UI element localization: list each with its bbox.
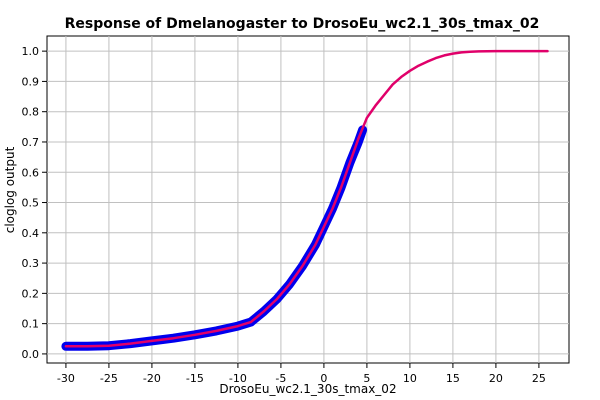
x-axis-label: DrosoEu_wc2.1_30s_tmax_02 bbox=[219, 382, 396, 396]
chart-title: Response of Dmelanogaster to DrosoEu_wc2… bbox=[65, 16, 540, 32]
y-tick-label: 1.0 bbox=[22, 45, 40, 58]
y-tick-label: 0.0 bbox=[22, 348, 40, 361]
y-tick-label: 0.4 bbox=[22, 227, 40, 240]
plot-area bbox=[46, 35, 570, 364]
y-tick-label: 0.5 bbox=[22, 197, 40, 210]
x-tick-label: -20 bbox=[143, 372, 161, 385]
y-tick-label: 0.1 bbox=[22, 318, 40, 331]
x-tick-label: 15 bbox=[446, 372, 460, 385]
y-tick-label: 0.9 bbox=[22, 75, 40, 88]
x-tick-label: 0 bbox=[320, 372, 327, 385]
x-tick-label: 5 bbox=[363, 372, 370, 385]
x-tick-label: 10 bbox=[403, 372, 417, 385]
x-tick-label: -15 bbox=[186, 372, 204, 385]
x-tick-label: 20 bbox=[489, 372, 503, 385]
x-tick-label: 25 bbox=[532, 372, 546, 385]
axis-ticks: -30 -25 -20 -15 -10 -5 0 5 10 15 20 25 0.0 0.1 0.2 0.3 0… bbox=[22, 45, 546, 385]
y-tick-label: 0.2 bbox=[22, 287, 40, 300]
y-tick-label: 0.3 bbox=[22, 257, 40, 270]
y-axis-label: cloglog output bbox=[3, 146, 17, 233]
y-tick-label: 0.6 bbox=[22, 166, 40, 179]
x-tick-label: -5 bbox=[275, 372, 286, 385]
y-tick-label: 0.8 bbox=[22, 106, 40, 119]
x-tick-label: -10 bbox=[229, 372, 247, 385]
y-tick-label: 0.7 bbox=[22, 136, 40, 149]
mean-response-line bbox=[64, 49, 549, 348]
x-tick-label: -25 bbox=[100, 372, 118, 385]
mean-path bbox=[64, 49, 549, 348]
x-tick-label: -30 bbox=[57, 372, 75, 385]
